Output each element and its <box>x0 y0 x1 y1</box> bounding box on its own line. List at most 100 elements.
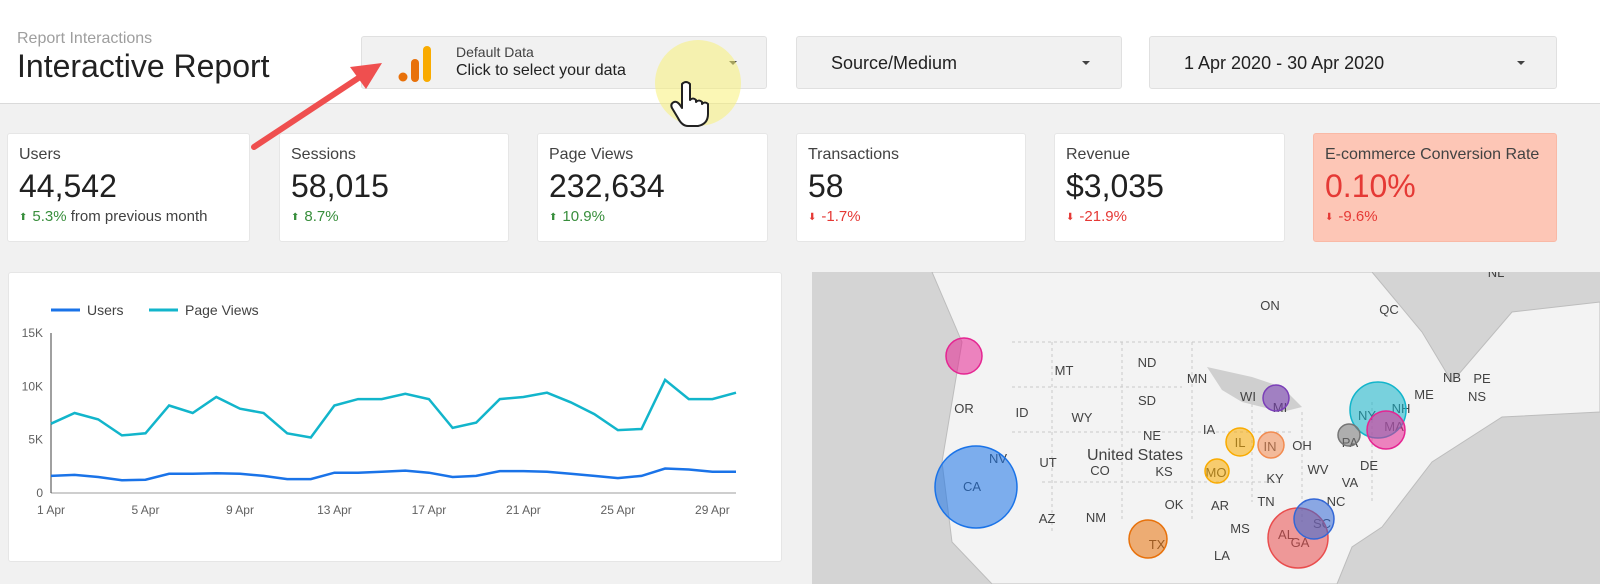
region-label-nl: NL <box>1488 272 1505 280</box>
analytics-logo-icon <box>398 46 431 82</box>
delta-value: 8.7% <box>304 208 339 225</box>
country-label: United States <box>1087 447 1183 464</box>
map-bubble-sc[interactable] <box>1293 498 1335 540</box>
region-label-mt: MT <box>1055 363 1074 378</box>
region-label-qc: QC <box>1379 302 1399 317</box>
x-tick-label: 25 Apr <box>601 503 636 517</box>
region-label-me: ME <box>1414 387 1434 402</box>
timeseries-chart: Users Page Views 0 5K 10K 15K 1 Apr 5 Apr 9 Ap… <box>22 302 737 517</box>
source-medium-filter[interactable]: Source/Medium <box>796 36 1122 89</box>
arrow-up-icon: ⬆ <box>549 212 558 223</box>
chart-legend: Users Page Views <box>51 302 259 318</box>
region-label-va: VA <box>1342 475 1359 490</box>
region-label-wi: WI <box>1240 389 1256 404</box>
scorecard-value: 58,015 <box>291 168 389 204</box>
map-bubble-mi[interactable] <box>1262 384 1290 412</box>
scorecard-value: $3,035 <box>1066 168 1164 204</box>
scorecard-value: 58 <box>808 168 844 204</box>
scorecard-label: E-commerce Conversion Rate <box>1325 146 1540 163</box>
x-tick-label: 5 Apr <box>131 503 159 517</box>
region-label-id: ID <box>1016 405 1029 420</box>
region-label-ut: UT <box>1039 455 1056 470</box>
scorecard-sessions: Sessions 58,015 ⬆ 8.7% <box>279 133 509 242</box>
legend-label[interactable]: Users <box>87 302 124 318</box>
x-tick-label: 9 Apr <box>226 503 254 517</box>
scorecard-label: Page Views <box>549 146 634 163</box>
annotation-arrow <box>251 63 382 150</box>
region-label-wy: WY <box>1072 410 1093 425</box>
region-label-ms: MS <box>1230 521 1250 536</box>
arrow-down-icon: ⬇ <box>808 212 817 223</box>
delta-value: -1.7% <box>821 208 861 225</box>
report-subtitle: Report Interactions <box>17 30 153 47</box>
scorecard-value: 44,542 <box>19 168 117 204</box>
map-bubble-wa[interactable] <box>945 337 983 375</box>
arrow-up-icon: ⬆ <box>291 212 300 223</box>
region-label-wv: WV <box>1308 462 1329 477</box>
y-tick-label: 5K <box>28 433 43 447</box>
region-label-la: LA <box>1214 548 1230 563</box>
region-label-or: OR <box>954 401 974 416</box>
region-label-ok: OK <box>1165 497 1184 512</box>
scorecard-delta: ⬇ -9.6% <box>1325 208 1378 225</box>
scorecard-transactions: Transactions 58 ⬇ -1.7% <box>796 133 1026 242</box>
arrow-down-icon: ⬇ <box>1066 212 1075 223</box>
report-title: Interactive Report <box>17 48 270 84</box>
delta-value: -21.9% <box>1079 208 1127 225</box>
x-tick-label: 1 Apr <box>37 503 65 517</box>
map-bubble-pa[interactable] <box>1337 423 1361 447</box>
timeseries-chart-panel: Users Page Views 0 5K 10K 15K 1 Apr 5 Apr 9 Ap… <box>8 272 782 562</box>
region-label-nd: ND <box>1138 355 1157 370</box>
land-shape <box>931 272 1600 584</box>
y-tick-label: 10K <box>22 379 43 393</box>
series-line-page-views[interactable] <box>50 377 737 439</box>
region-label-ky: KY <box>1266 471 1284 486</box>
scorecard-users: Users 44,542 ⬆ 5.3% from previous month <box>7 133 250 242</box>
region-label-sd: SD <box>1138 393 1156 408</box>
map-bubble-il[interactable] <box>1225 427 1255 457</box>
us-map-canvas: MTNDMNSDWYIDORNEKSOKTXNMNVUTCOCAAZWIMIIL… <box>931 272 1600 584</box>
x-tick-label: 17 Apr <box>412 503 447 517</box>
arrow-up-icon: ⬆ <box>19 212 28 223</box>
scorecard-label: Sessions <box>291 146 356 163</box>
geo-map[interactable]: MTNDMNSDWYIDORNEKSOKTXNMNVUTCOCAAZWIMIIL… <box>812 272 1600 584</box>
series-line-users[interactable] <box>50 467 736 482</box>
delta-value: 5.3% <box>32 208 67 225</box>
delta-value: -9.6% <box>1338 208 1378 225</box>
region-label-co: CO <box>1090 463 1110 478</box>
scorecard-delta: ⬇ -21.9% <box>1066 208 1127 225</box>
scorecard-delta: ⬆ 8.7% <box>291 208 339 225</box>
scorecard-conversion-rate: E-commerce Conversion Rate 0.10% ⬇ -9.6% <box>1313 133 1557 242</box>
region-label-ks: KS <box>1155 464 1173 479</box>
scorecard-delta: ⬇ -1.7% <box>808 208 861 225</box>
region-label-ns: NS <box>1468 389 1486 404</box>
scorecard-value: 232,634 <box>549 168 665 204</box>
scorecard-label: Users <box>19 146 61 163</box>
map-bubble-ca[interactable] <box>934 445 1018 529</box>
region-label-mn: MN <box>1187 371 1207 386</box>
region-label-pe: PE <box>1473 371 1491 386</box>
scorecard-page-views: Page Views 232,634 ⬆ 10.9% <box>537 133 768 242</box>
region-label-az: AZ <box>1039 511 1056 526</box>
legend-label[interactable]: Page Views <box>185 302 259 318</box>
region-label-nb: NB <box>1443 370 1461 385</box>
map-bubble-mo[interactable] <box>1204 458 1230 484</box>
y-tick-label: 0 <box>36 486 43 500</box>
map-bubble-tx[interactable] <box>1128 519 1168 559</box>
region-label-tn: TN <box>1257 494 1274 509</box>
date-range-picker[interactable]: 1 Apr 2020 - 30 Apr 2020 <box>1149 36 1557 89</box>
scorecard-revenue: Revenue $3,035 ⬇ -21.9% <box>1054 133 1285 242</box>
chevron-down-icon <box>1082 61 1090 65</box>
delta-value: 10.9% <box>562 208 605 225</box>
map-bubble-ma[interactable] <box>1366 410 1406 450</box>
region-label-oh: OH <box>1292 438 1312 453</box>
region-label-nc: NC <box>1327 494 1346 509</box>
scorecard-label: Revenue <box>1066 146 1131 163</box>
region-label-de: DE <box>1360 458 1378 473</box>
region-label-ne: NE <box>1143 428 1161 443</box>
scorecard-label: Transactions <box>808 146 899 163</box>
y-tick-label: 15K <box>22 326 43 340</box>
map-bubble-in[interactable] <box>1257 431 1285 459</box>
scorecard-delta: ⬆ 5.3% from previous month <box>19 208 208 225</box>
data-source-hint: Click to select your data <box>456 62 626 79</box>
